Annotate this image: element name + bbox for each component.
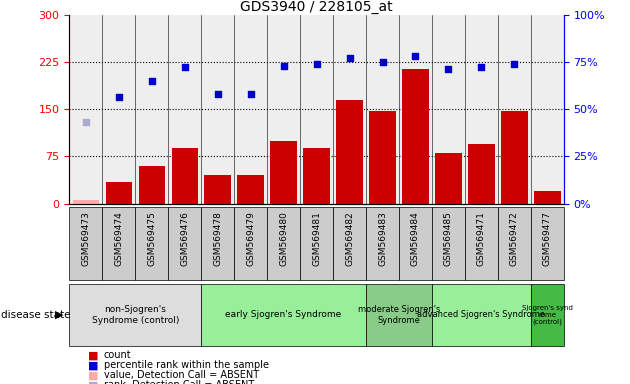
Point (246, 91, 256, 97)
Bar (139, 166, 165, 204)
Bar (366, 207, 399, 280)
Text: GSM569483: GSM569483 (378, 211, 387, 266)
Text: value, Detection Call = ABSENT: value, Detection Call = ABSENT (104, 370, 259, 380)
Point (377, 59, 387, 65)
Bar (201, 284, 366, 346)
Bar (171, 148, 198, 204)
Bar (403, 69, 428, 204)
Bar (135, 207, 168, 280)
Text: GSM569479: GSM569479 (246, 211, 255, 266)
Bar (69, 284, 201, 346)
Bar (366, 284, 432, 346)
Text: early Sjogren's Syndrome: early Sjogren's Syndrome (226, 310, 341, 319)
Point (113, 94, 123, 100)
Text: GSM569473: GSM569473 (81, 211, 90, 266)
Text: ▶: ▶ (55, 310, 64, 320)
Bar (205, 175, 231, 204)
Title: GDS3940 / 228105_at: GDS3940 / 228105_at (240, 0, 393, 14)
Bar (267, 207, 300, 280)
Text: ■: ■ (88, 360, 99, 370)
Text: ■: ■ (88, 350, 99, 360)
Bar (72, 200, 99, 204)
Point (444, 66, 454, 72)
Bar (106, 182, 132, 204)
Bar (201, 207, 234, 280)
Bar (336, 100, 363, 204)
Text: count: count (104, 350, 132, 360)
Bar (238, 175, 264, 204)
Text: GSM569481: GSM569481 (312, 211, 321, 266)
Bar (69, 207, 102, 280)
Bar (435, 153, 462, 204)
Text: GSM569480: GSM569480 (279, 211, 288, 266)
Text: GSM569485: GSM569485 (444, 211, 453, 266)
Bar (432, 207, 465, 280)
Bar (234, 207, 267, 280)
Bar (369, 111, 396, 204)
Bar (432, 284, 531, 346)
Text: percentile rank within the sample: percentile rank within the sample (104, 360, 269, 370)
Point (212, 91, 223, 97)
Bar (465, 207, 498, 280)
Bar (531, 207, 564, 280)
Bar (333, 207, 366, 280)
Text: GSM569474: GSM569474 (114, 211, 123, 266)
Bar (168, 207, 201, 280)
Text: GSM569482: GSM569482 (345, 211, 354, 266)
Point (311, 61, 321, 67)
Text: ■: ■ (88, 370, 99, 380)
Bar (399, 207, 432, 280)
Text: disease state: disease state (1, 310, 70, 320)
Text: GSM569484: GSM569484 (411, 211, 420, 266)
Text: GSM569475: GSM569475 (147, 211, 156, 266)
Text: GSM569477: GSM569477 (543, 211, 552, 266)
Bar (501, 111, 527, 204)
Point (411, 53, 421, 59)
Text: GSM569476: GSM569476 (180, 211, 189, 266)
Text: Sjogren's synd
rome
(control): Sjogren's synd rome (control) (522, 305, 573, 325)
Point (278, 63, 289, 69)
Bar (498, 207, 531, 280)
Bar (102, 207, 135, 280)
Point (180, 64, 190, 70)
Bar (531, 284, 564, 346)
Text: moderate Sjogren's
Syndrome: moderate Sjogren's Syndrome (358, 305, 440, 324)
Point (81, 119, 91, 125)
Point (509, 61, 519, 67)
Text: rank, Detection Call = ABSENT: rank, Detection Call = ABSENT (104, 380, 254, 384)
Text: advanced Sjogren's Syndrome: advanced Sjogren's Syndrome (417, 310, 546, 319)
Text: GSM569478: GSM569478 (213, 211, 222, 266)
Bar (534, 191, 561, 204)
Point (147, 78, 157, 84)
Text: GSM569471: GSM569471 (477, 211, 486, 266)
Text: ■: ■ (88, 380, 99, 384)
Point (345, 55, 355, 61)
Text: GSM569472: GSM569472 (510, 211, 519, 266)
Bar (468, 144, 495, 204)
Bar (300, 207, 333, 280)
Bar (270, 141, 297, 204)
Point (476, 64, 486, 70)
Text: non-Sjogren's
Syndrome (control): non-Sjogren's Syndrome (control) (91, 305, 179, 324)
Bar (304, 148, 329, 204)
